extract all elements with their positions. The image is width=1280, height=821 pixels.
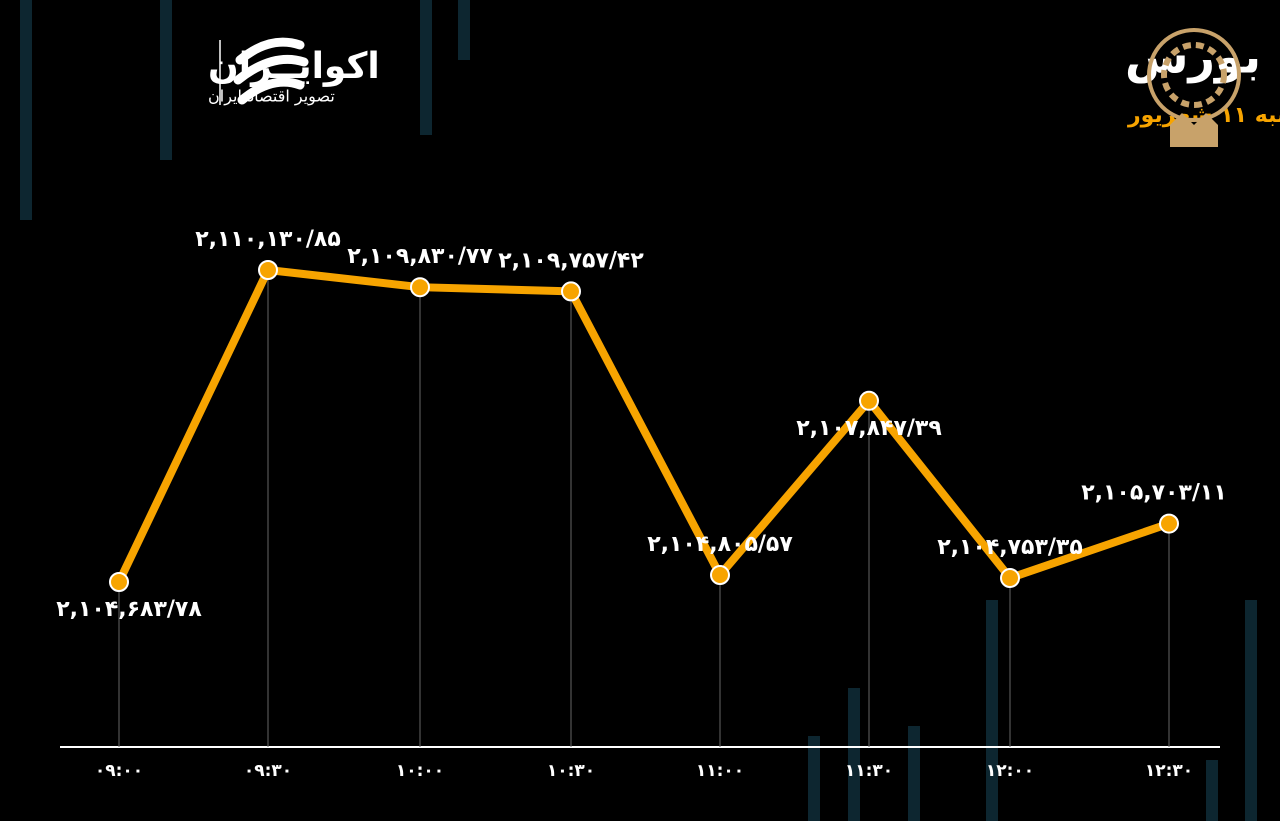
x-tick-label: ۱۱:۰۰ xyxy=(696,761,744,781)
x-tick-label: ۱۲:۳۰ xyxy=(1145,761,1193,781)
point xyxy=(710,565,730,586)
point xyxy=(1000,568,1020,589)
x-tick-label: ۱۲:۰۰ xyxy=(986,761,1034,781)
x-tick-label: ۱۱:۳۰ xyxy=(845,761,893,781)
x-tick-label: ۱۰:۰۰ xyxy=(396,761,444,781)
x-tick-label: ۰۹:۳۰ xyxy=(244,761,292,781)
point xyxy=(859,390,879,411)
point xyxy=(410,277,430,298)
data-label: ۲,۱۰۹,۸۳۰/۷۷ xyxy=(347,244,493,269)
data-label: ۲,۱۰۴,۶۸۳/۷۸ xyxy=(56,597,202,622)
point xyxy=(1159,513,1179,534)
series-line xyxy=(115,266,1171,584)
data-label: ۲,۱۰۴,۷۵۳/۳۵ xyxy=(937,535,1083,560)
data-label: ۲,۱۰۴,۸۰۵/۵۷ xyxy=(647,532,793,557)
x-tick-label: ۰۹:۰۰ xyxy=(95,761,143,781)
data-label: ۲,۱۱۰,۱۳۰/۸۵ xyxy=(195,227,341,252)
data-label: ۲,۱۰۷,۸۴۷/۳۹ xyxy=(796,416,942,441)
emblem xyxy=(1147,28,1241,147)
x-tick-label: ۱۰:۳۰ xyxy=(547,761,595,781)
point xyxy=(109,572,129,592)
decor-bars xyxy=(20,0,1257,821)
brand-logo xyxy=(233,37,309,105)
point xyxy=(561,281,581,302)
data-label: ۲,۱۰۹,۷۵۷/۴۲ xyxy=(498,248,644,273)
point xyxy=(258,260,278,280)
brand-tagline: تصویر اقتصاد ایران xyxy=(208,87,335,107)
data-label: ۲,۱۰۵,۷۰۳/۱۱ xyxy=(1081,481,1227,506)
